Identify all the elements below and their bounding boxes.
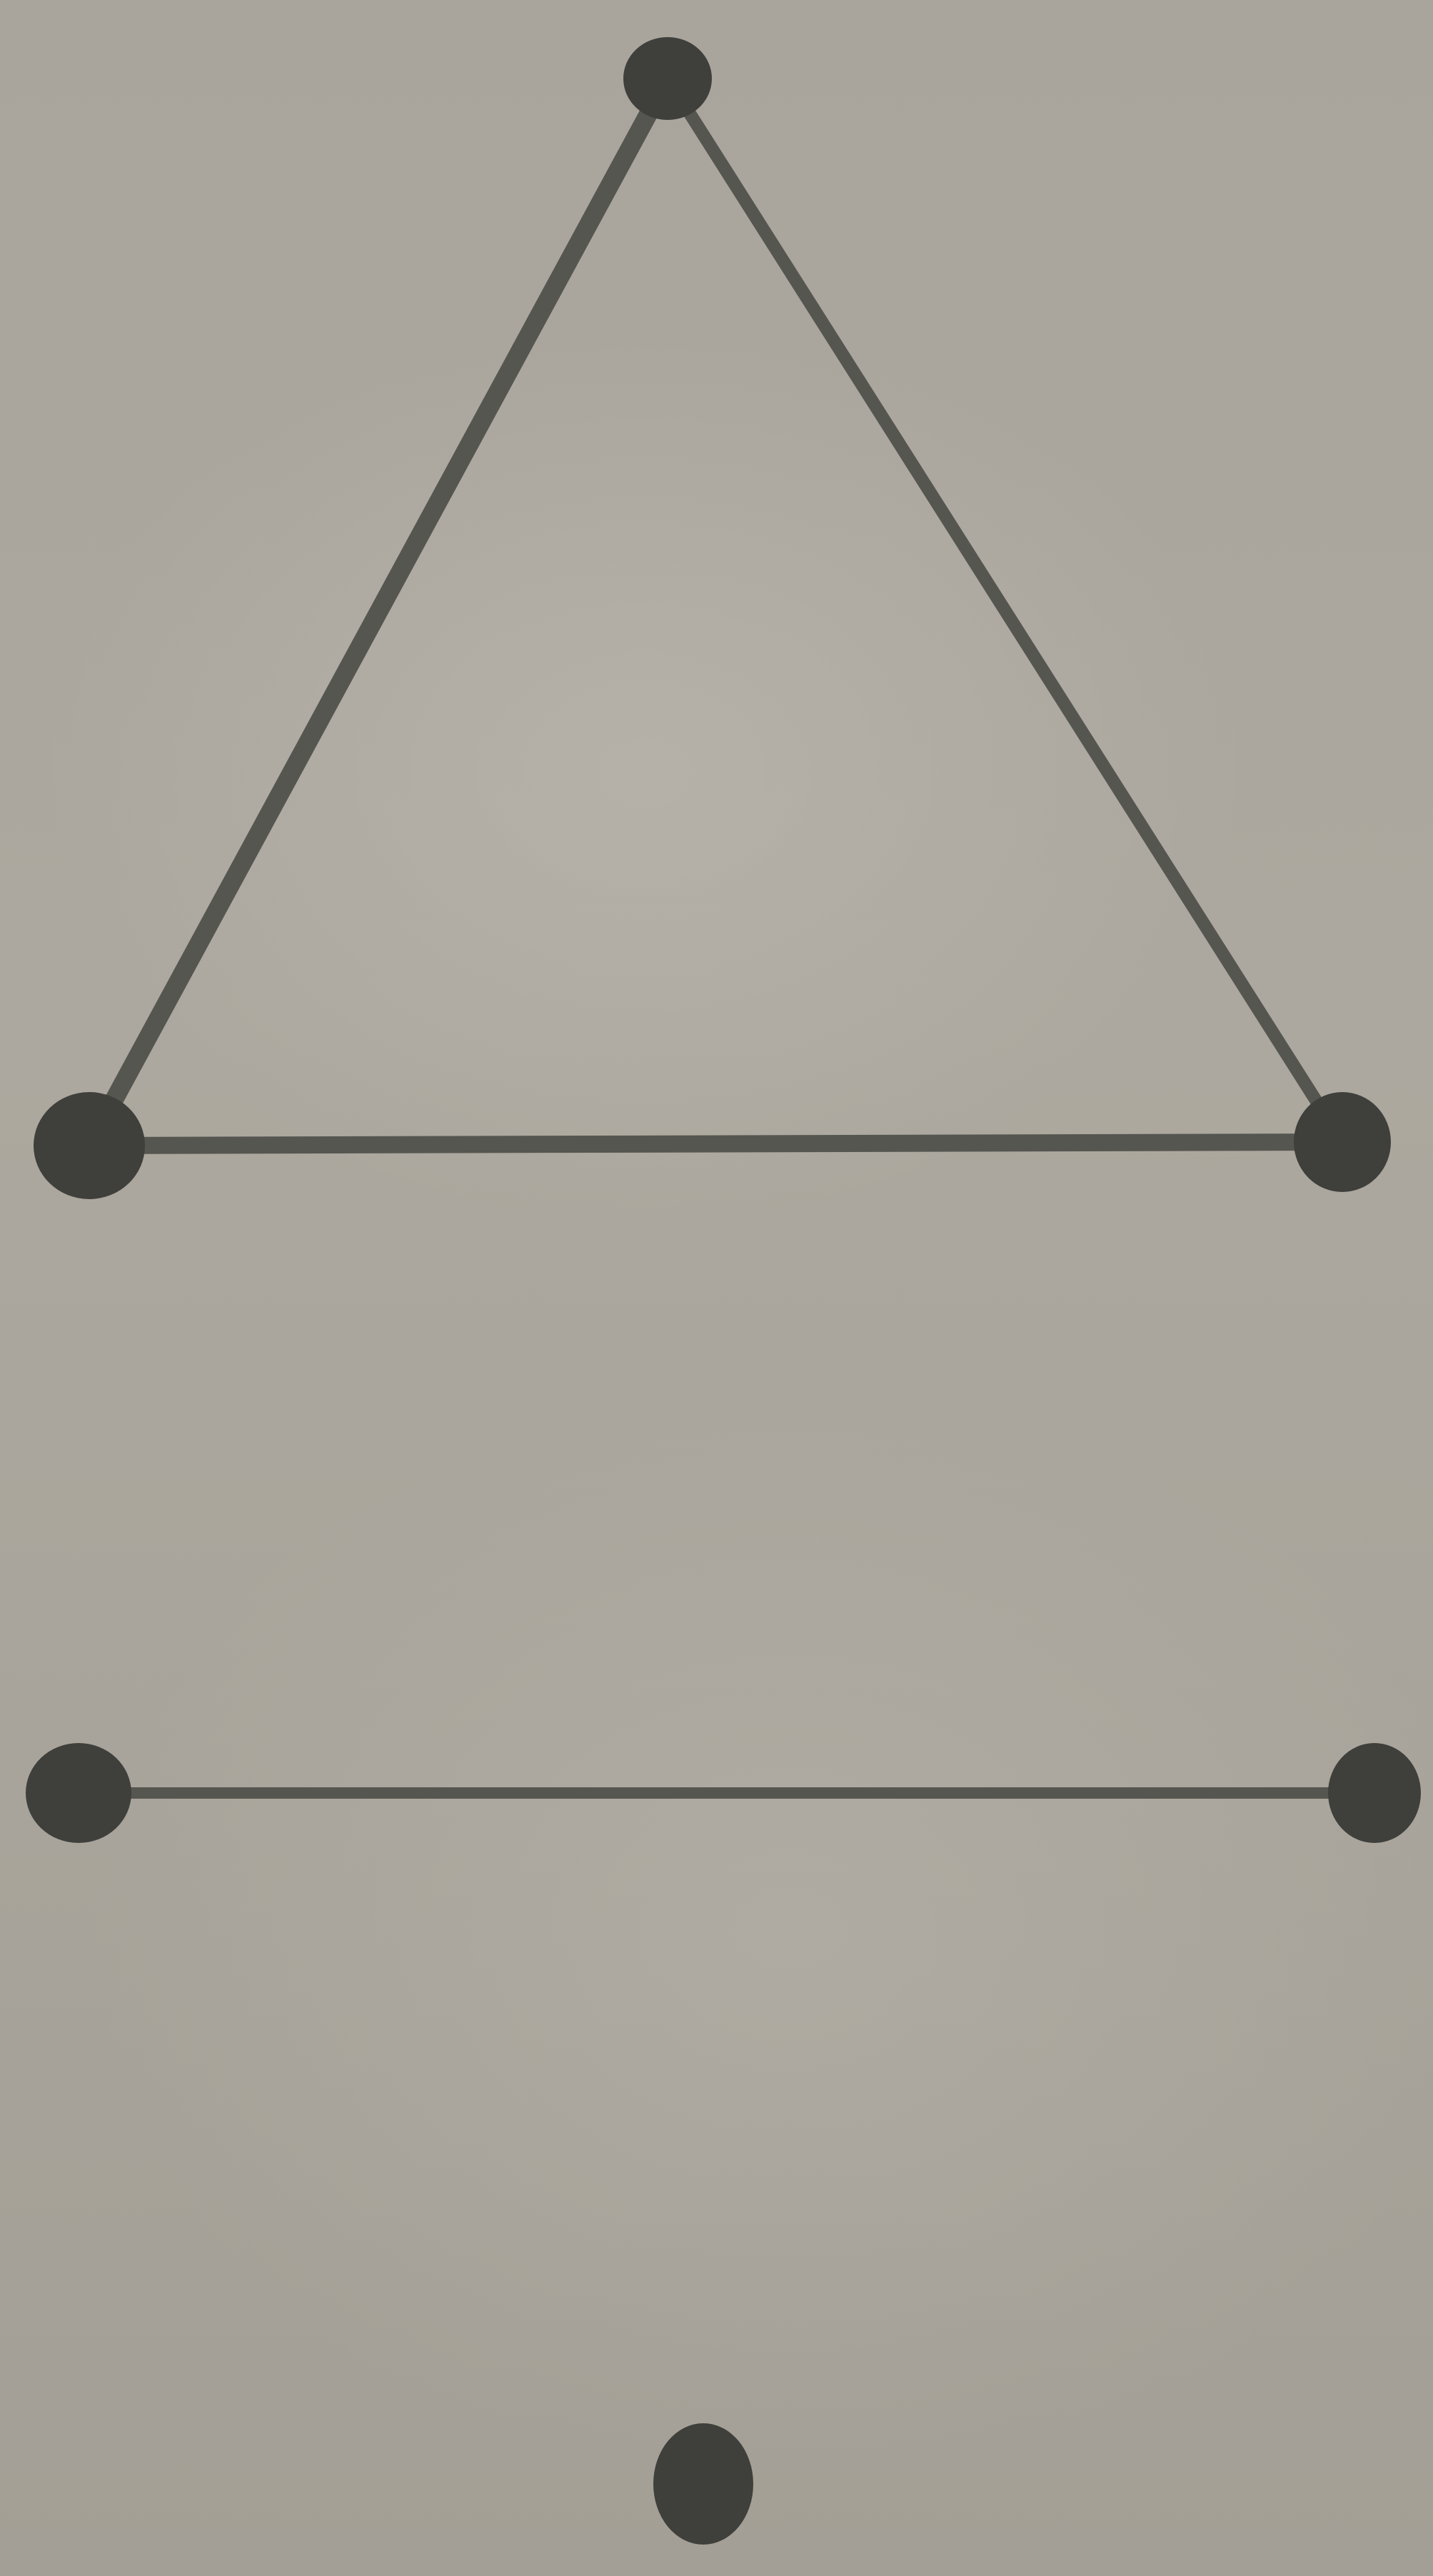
triangle-vertex-top <box>623 37 712 120</box>
segment-vertex-left <box>26 1743 131 1843</box>
segment <box>26 1743 1421 1843</box>
triangle-vertex-bottom-left <box>34 1092 145 1199</box>
segment-vertex-right <box>1328 1743 1421 1843</box>
triangle-edge-left <box>80 69 677 1155</box>
triangle-edge-right <box>661 72 1349 1148</box>
triangle <box>34 37 1391 1199</box>
triangle-edge-bottom <box>81 1133 1351 1154</box>
triangle-vertex-bottom-right <box>1294 1092 1391 1192</box>
isolated-vertex <box>653 2423 753 2545</box>
point <box>653 2423 753 2545</box>
